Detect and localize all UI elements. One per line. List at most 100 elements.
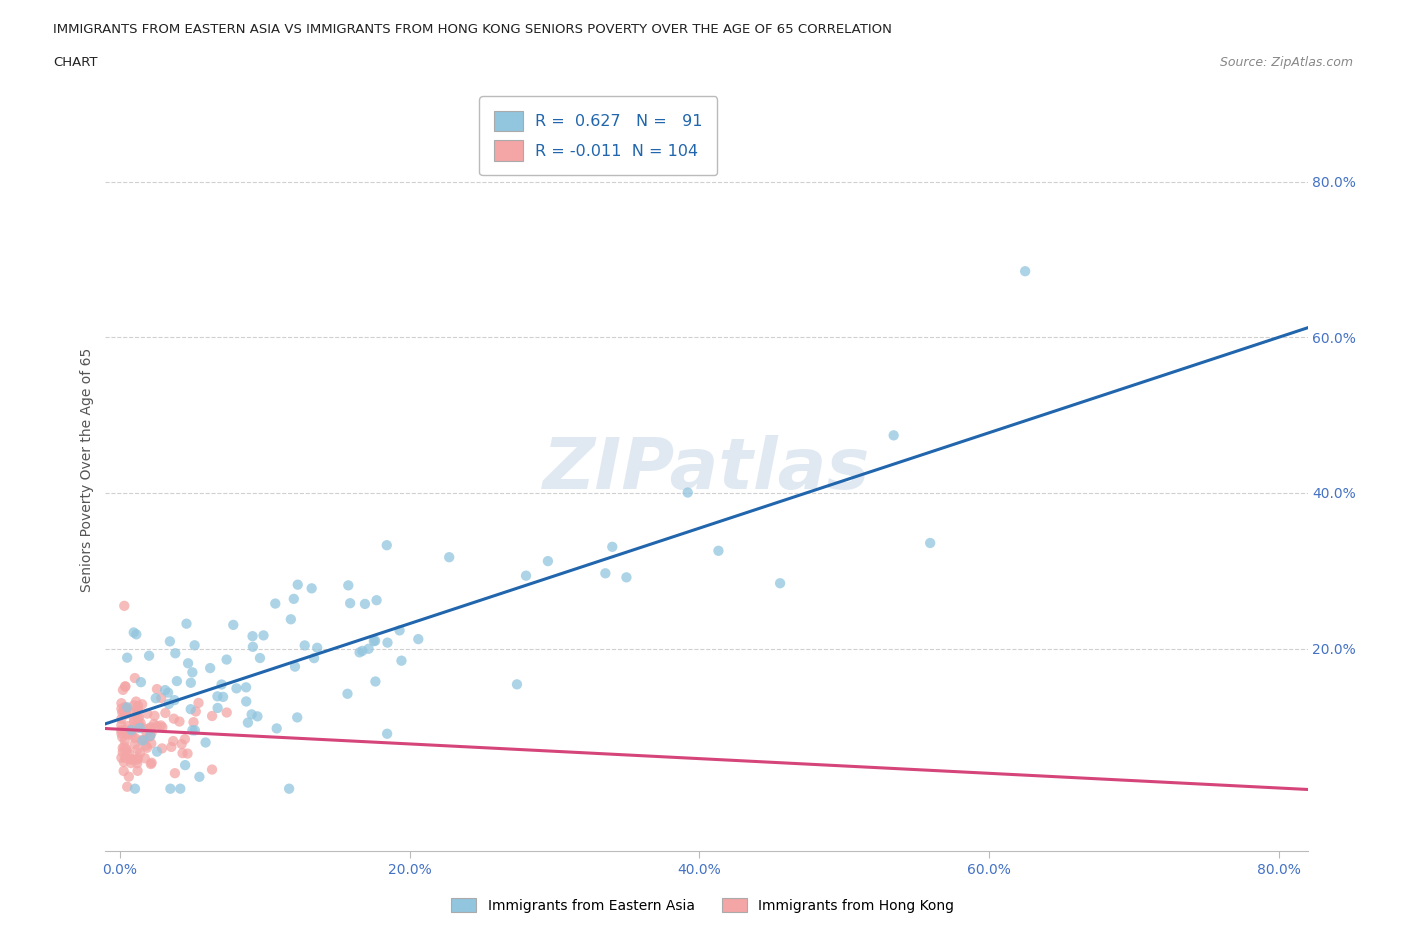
Point xyxy=(141,725,163,740)
Point xyxy=(294,638,316,653)
Point xyxy=(122,714,145,729)
Point xyxy=(336,686,359,701)
Point xyxy=(883,428,905,443)
Point xyxy=(122,625,145,640)
Point xyxy=(110,696,132,711)
Point xyxy=(143,717,166,732)
Point xyxy=(366,592,388,607)
Point xyxy=(114,699,136,714)
Point xyxy=(112,703,135,718)
Point xyxy=(159,781,181,796)
Legend: R =  0.627   N =   91, R = -0.011  N = 104: R = 0.627 N = 91, R = -0.011 N = 104 xyxy=(479,97,717,175)
Point xyxy=(155,706,177,721)
Point xyxy=(163,711,186,726)
Point xyxy=(165,645,187,660)
Point xyxy=(110,718,132,733)
Point xyxy=(249,651,271,666)
Point xyxy=(349,644,371,659)
Point xyxy=(537,553,560,568)
Point xyxy=(246,709,269,724)
Point xyxy=(127,711,149,725)
Point xyxy=(127,698,149,713)
Point xyxy=(138,648,160,663)
Point xyxy=(122,698,145,712)
Point xyxy=(112,754,135,769)
Point xyxy=(354,596,377,611)
Point xyxy=(215,705,238,720)
Point xyxy=(184,723,207,737)
Point xyxy=(115,707,138,722)
Point xyxy=(364,633,387,648)
Point xyxy=(707,543,730,558)
Point xyxy=(337,578,360,592)
Point xyxy=(127,702,149,717)
Point xyxy=(163,765,186,780)
Point xyxy=(127,721,149,736)
Point xyxy=(127,715,149,730)
Point xyxy=(146,719,169,734)
Point xyxy=(153,683,176,698)
Text: IMMIGRANTS FROM EASTERN ASIA VS IMMIGRANTS FROM HONG KONG SENIORS POVERTY OVER T: IMMIGRANTS FROM EASTERN ASIA VS IMMIGRAN… xyxy=(53,23,893,36)
Point xyxy=(115,742,138,757)
Point xyxy=(124,731,146,746)
Point xyxy=(122,711,145,726)
Point xyxy=(408,631,430,646)
Point xyxy=(194,735,217,750)
Point xyxy=(111,730,134,745)
Point xyxy=(135,724,157,739)
Point xyxy=(117,724,139,738)
Point xyxy=(364,674,387,689)
Point xyxy=(616,570,638,585)
Point xyxy=(375,538,398,552)
Point xyxy=(146,682,169,697)
Point xyxy=(302,651,325,666)
Point xyxy=(437,550,460,565)
Text: CHART: CHART xyxy=(53,56,98,69)
Point xyxy=(139,728,162,743)
Point xyxy=(149,718,172,733)
Point xyxy=(110,701,132,716)
Point xyxy=(145,691,167,706)
Point xyxy=(127,751,149,765)
Point xyxy=(1014,264,1036,279)
Point xyxy=(211,677,233,692)
Point xyxy=(117,719,139,734)
Point xyxy=(135,738,157,753)
Point xyxy=(183,638,205,653)
Point xyxy=(207,700,229,715)
Point xyxy=(242,629,264,644)
Point xyxy=(120,752,142,767)
Point xyxy=(125,627,148,642)
Point xyxy=(169,714,191,729)
Point xyxy=(207,689,229,704)
Point xyxy=(121,728,143,743)
Point xyxy=(301,581,323,596)
Point xyxy=(129,745,152,760)
Point xyxy=(124,737,146,751)
Point xyxy=(183,715,205,730)
Point xyxy=(181,665,204,680)
Point xyxy=(188,769,211,784)
Point xyxy=(169,781,191,796)
Point xyxy=(110,723,132,737)
Point xyxy=(111,740,134,755)
Point xyxy=(115,700,138,715)
Point xyxy=(128,717,150,732)
Point xyxy=(166,673,188,688)
Point xyxy=(114,705,136,720)
Point xyxy=(377,635,399,650)
Point xyxy=(177,656,200,671)
Point xyxy=(120,722,142,737)
Point xyxy=(176,617,198,631)
Point xyxy=(124,781,146,796)
Point xyxy=(129,715,152,730)
Point xyxy=(128,711,150,725)
Point xyxy=(143,709,166,724)
Point xyxy=(124,671,146,685)
Point xyxy=(266,721,288,736)
Point xyxy=(157,685,180,700)
Point xyxy=(515,568,537,583)
Point xyxy=(125,705,148,720)
Point xyxy=(180,675,202,690)
Point xyxy=(283,591,305,606)
